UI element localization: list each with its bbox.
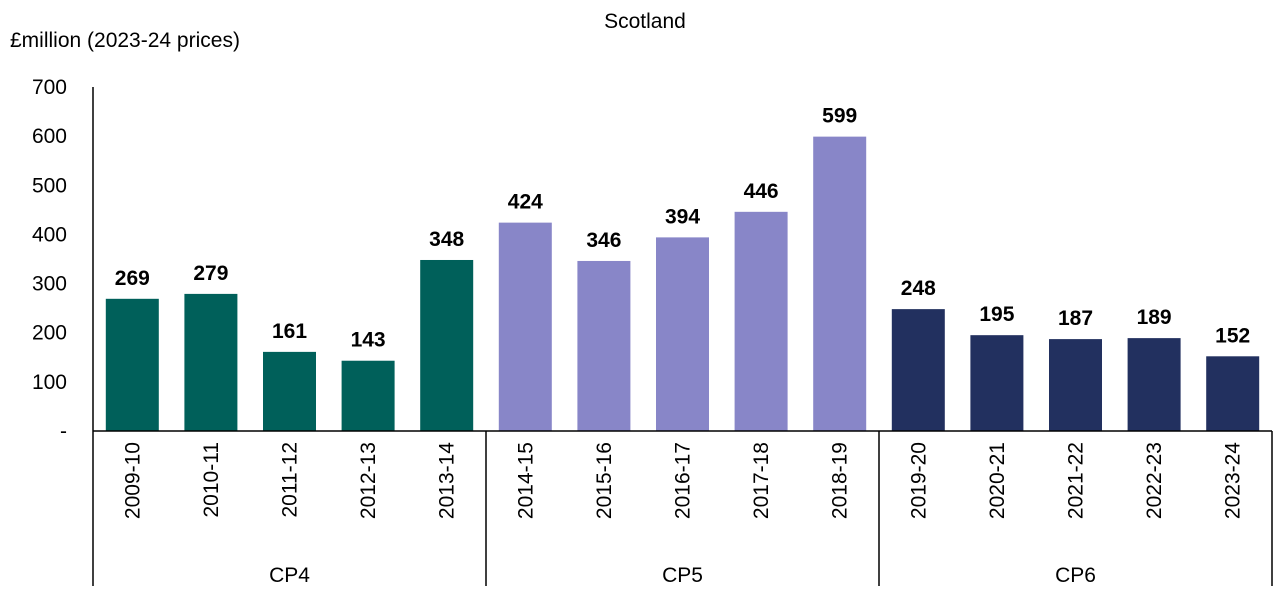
- group-label: CP5: [662, 564, 703, 587]
- data-label: 189: [1137, 306, 1172, 329]
- x-tick-label: 2016-17: [672, 442, 695, 519]
- group-label: CP4: [269, 564, 310, 587]
- x-tick-label: 2022-23: [1143, 442, 1166, 519]
- chart-title: Scotland: [604, 10, 686, 33]
- x-tick-label: 2011-12: [279, 442, 302, 518]
- period-groups: CP4 CP5 CP6: [269, 431, 1273, 587]
- y-tick-label: 300: [32, 273, 67, 296]
- x-tick-label: 2021-22: [1065, 442, 1088, 519]
- y-axis: - 100 200 300 400 500 600 700: [32, 76, 94, 586]
- bars: [105, 136, 1260, 432]
- bar: [1127, 338, 1181, 431]
- data-labels: 269 279 161 143 348 424 346 394 446 599 248 195 187 1…: [115, 105, 1250, 352]
- group-label: CP6: [1055, 564, 1096, 587]
- data-label: 152: [1215, 324, 1250, 347]
- data-label: 424: [508, 191, 543, 214]
- x-tick-label: 2012-13: [357, 442, 380, 519]
- bar: [891, 309, 945, 431]
- x-tick-label: 2017-18: [750, 442, 773, 519]
- x-axis: 2009-10 2010-11 2011-12 2012-13 2013-14 2014-…: [93, 430, 1272, 519]
- x-tick-label: 2014-15: [514, 442, 537, 519]
- x-tick-label: 2019-20: [907, 442, 930, 519]
- data-label: 248: [901, 277, 936, 300]
- y-tick-label: 700: [32, 76, 67, 99]
- data-label: 187: [1058, 307, 1093, 330]
- x-tick-label: 2020-21: [986, 442, 1009, 519]
- data-label: 143: [351, 329, 386, 352]
- data-label: 446: [744, 180, 779, 203]
- y-tick-label: 600: [32, 125, 67, 148]
- bar: [577, 260, 631, 431]
- x-tick-label: 2018-19: [829, 442, 852, 519]
- bar: [734, 211, 788, 431]
- x-tick-label: 2013-14: [436, 442, 459, 519]
- data-label: 394: [665, 205, 700, 228]
- data-label: 599: [822, 105, 857, 128]
- y-axis-label: £million (2023-24 prices): [10, 29, 240, 52]
- data-label: 269: [115, 267, 150, 290]
- data-label: 279: [193, 262, 228, 285]
- bar: [1049, 339, 1102, 431]
- x-tick-label: 2010-11: [200, 442, 223, 518]
- bar: [420, 259, 474, 431]
- y-tick-label: 500: [32, 174, 67, 197]
- bar: [263, 351, 316, 431]
- bar: [656, 237, 709, 431]
- y-tick-label: 400: [32, 223, 67, 246]
- data-label: 161: [272, 320, 307, 343]
- bar: [813, 136, 867, 432]
- data-label: 195: [979, 303, 1014, 326]
- bar: [341, 360, 395, 431]
- y-tick-label: -: [60, 420, 67, 443]
- bar: [1206, 356, 1260, 431]
- x-tick-label: 2023-24: [1222, 442, 1245, 519]
- x-tick-label: 2015-16: [593, 442, 616, 519]
- bar: [184, 293, 238, 431]
- y-tick-label: 200: [32, 322, 67, 345]
- y-tick-label: 100: [32, 371, 67, 394]
- bar: [105, 298, 159, 431]
- data-label: 346: [586, 229, 621, 252]
- bar: [498, 222, 552, 431]
- data-label: 348: [429, 228, 464, 251]
- bar: [970, 335, 1024, 431]
- x-tick-label: 2009-10: [121, 442, 144, 519]
